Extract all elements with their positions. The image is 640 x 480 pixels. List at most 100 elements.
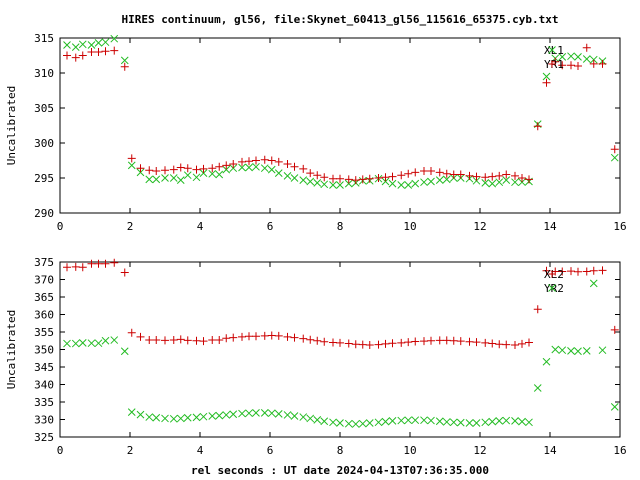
data-point [533,305,542,314]
x-tick-label: 16 [613,444,626,457]
data-point [533,384,542,392]
data-point [511,171,519,180]
data-point [481,338,490,347]
data-point [299,334,308,343]
x-tick-label: 4 [197,220,204,233]
data-point [238,163,246,172]
y-tick-label: 330 [34,414,54,427]
data-point [374,174,383,182]
data-point [344,175,353,184]
data-point [229,164,238,173]
data-point [351,340,360,349]
data-point [222,165,231,174]
data-point [313,179,322,187]
y-tick-label: 345 [34,361,54,374]
data-point [192,413,201,422]
data-point [404,416,413,425]
x-tick-label: 12 [473,220,486,233]
y-tick-label: 375 [34,256,54,269]
data-point [127,408,136,417]
x-tick-label: 0 [57,220,64,233]
data-point [110,336,119,344]
data-point [306,335,315,344]
data-point [558,267,567,276]
legend-marker [548,284,556,292]
data-point [192,165,201,174]
data-point [420,167,428,175]
data-point [169,174,178,182]
data-point [120,347,129,356]
data-point [351,176,360,185]
data-point [306,169,315,178]
data-point [87,41,96,49]
data-point [329,338,337,347]
data-point [215,411,224,420]
x-tick-label: 2 [127,444,134,457]
data-point [299,164,308,173]
x-tick-label: 6 [267,444,274,457]
y-tick-label: 365 [34,291,54,304]
data-point [274,169,283,177]
data-point [161,336,169,345]
y-axis-label: Uncalibrated [5,310,18,389]
data-point [183,336,192,345]
data-point [582,267,591,276]
data-point [320,180,329,189]
data-point [192,173,201,182]
legend-label: XL1 [544,44,564,57]
data-point [336,181,344,189]
data-point [252,162,260,171]
data-point [525,418,533,427]
data-point [145,166,154,175]
data-point [313,336,322,345]
data-point [472,172,481,181]
data-point [87,339,96,348]
data-point [176,176,185,184]
data-point [120,56,129,65]
legend-marker [548,46,556,54]
data-point [598,346,607,355]
data-point [358,175,367,184]
data-point [344,339,353,348]
data-point [283,160,292,168]
data-point [411,179,420,188]
data-point [110,46,119,55]
data-point [94,339,103,348]
data-point [274,331,283,340]
data-point [449,170,458,179]
data-point [449,418,458,427]
data-point [435,417,444,426]
series-XL1 [63,34,619,189]
data-point [215,162,224,171]
data-point [71,53,80,62]
data-point [136,332,145,341]
data-point [78,51,87,60]
data-point [525,175,533,184]
data-point [502,340,511,349]
data-point [465,419,474,427]
data-point [63,339,71,348]
data-point [336,174,344,183]
x-tick-label: 4 [197,444,204,457]
data-point [427,416,435,425]
data-point [145,336,154,345]
x-tick-label: 6 [267,220,274,233]
data-point [336,419,344,427]
data-point [94,39,103,47]
data-point [472,338,481,347]
y-tick-label: 310 [34,67,54,80]
data-point [71,262,80,271]
y-axis-label: Uncalibrated [5,86,18,165]
data-point [120,268,129,277]
y-tick-label: 305 [34,102,54,115]
data-point [110,34,119,43]
data-point [582,43,591,52]
data-point [136,168,145,177]
data-point [94,48,103,56]
data-point [598,266,607,275]
x-tick-label: 8 [337,444,344,457]
data-point [252,332,260,341]
y-tick-label: 360 [34,309,54,322]
data-point [183,413,192,422]
